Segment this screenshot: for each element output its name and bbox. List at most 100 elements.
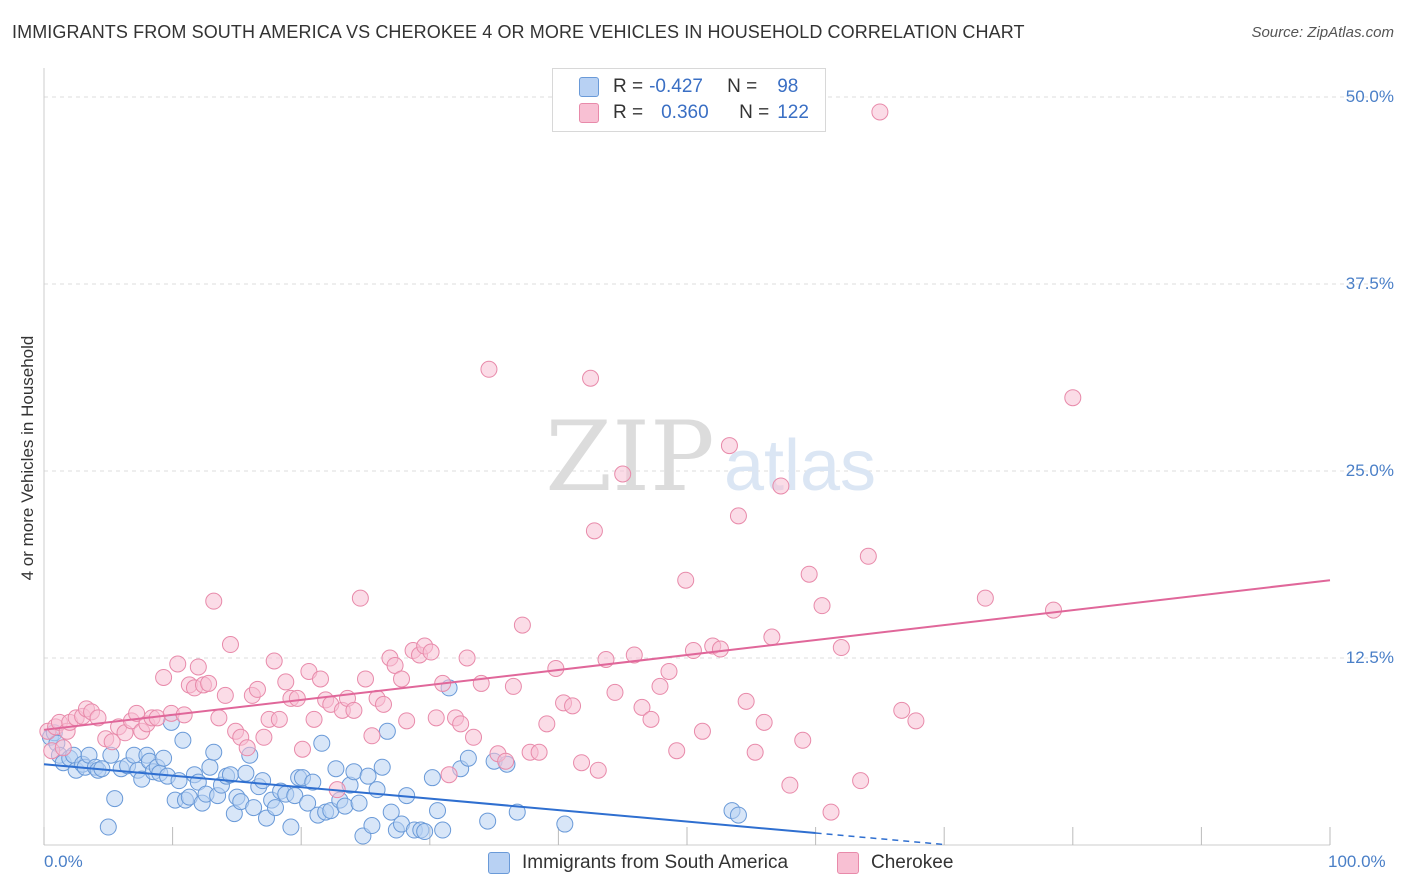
y-tick-label: 25.0% xyxy=(1345,461,1394,480)
source-credit: Source: ZipAtlas.com xyxy=(1251,24,1394,41)
point-cherokee xyxy=(128,704,146,722)
legend-item-immigrants[interactable]: Immigrants from South America xyxy=(488,852,788,874)
point-cherokee xyxy=(221,636,239,654)
point-cherokee xyxy=(427,709,445,727)
point-immigrants xyxy=(201,758,219,776)
trend-lines xyxy=(43,579,1331,846)
legend-swatch-cherokee xyxy=(579,103,599,123)
point-cherokee xyxy=(800,565,818,583)
point-immigrants xyxy=(299,794,317,812)
point-cherokee xyxy=(248,680,266,698)
point-cherokee xyxy=(564,697,582,715)
chart-title: IMMIGRANTS FROM SOUTH AMERICA VS CHEROKE… xyxy=(12,22,1025,42)
point-cherokee xyxy=(238,739,256,757)
legend-label-immigrants: Immigrants from South America xyxy=(522,852,789,873)
point-cherokee xyxy=(585,522,603,540)
trend-line-cherokee xyxy=(43,579,1331,731)
point-cherokee xyxy=(357,670,374,688)
point-immigrants xyxy=(359,767,377,785)
point-cherokee xyxy=(729,507,747,525)
point-cherokee xyxy=(54,739,72,757)
point-cherokee xyxy=(642,710,660,728)
point-cherokee xyxy=(746,743,764,761)
y-tick-label: 50.0% xyxy=(1345,87,1394,106)
point-cherokee xyxy=(465,728,483,746)
legend-label-cherokee: Cherokee xyxy=(871,852,954,873)
legend-row-cherokee: R = 0.360 N = 122 xyxy=(579,101,809,125)
point-cherokee xyxy=(530,743,548,761)
point-cherokee xyxy=(693,722,711,740)
correlation-legend: R = -0.427 N = 98 R = 0.360 N = 122 xyxy=(552,68,826,132)
point-cherokee xyxy=(651,677,669,695)
point-immigrants xyxy=(423,769,441,787)
point-cherokee xyxy=(573,754,591,772)
point-immigrants xyxy=(479,812,497,830)
point-cherokee xyxy=(660,662,678,680)
grid-lines xyxy=(44,96,1370,659)
point-immigrants xyxy=(429,802,447,820)
point-cherokee xyxy=(169,655,187,673)
point-cherokee xyxy=(189,658,207,676)
point-immigrants xyxy=(363,817,381,835)
legend-r-label: R = xyxy=(613,76,644,97)
x-tick-min: 0.0% xyxy=(44,852,83,871)
point-cherokee xyxy=(677,571,695,589)
legend-swatch-cherokee xyxy=(837,852,859,874)
point-cherokee xyxy=(363,727,381,745)
legend-item-cherokee[interactable]: Cherokee xyxy=(837,852,953,874)
legend-r-value-cherokee: 0.360 xyxy=(661,102,709,123)
point-cherokee xyxy=(794,731,812,749)
series-legend: Immigrants from South America Cherokee xyxy=(0,852,1406,878)
series-immigrants-points xyxy=(41,679,747,845)
point-cherokee xyxy=(497,752,515,770)
trend-line-immigrants xyxy=(43,763,816,835)
point-immigrants xyxy=(282,818,300,836)
point-cherokee xyxy=(633,698,651,716)
point-cherokee xyxy=(614,465,632,483)
point-cherokee xyxy=(852,772,870,790)
point-cherokee xyxy=(351,589,369,607)
point-cherokee xyxy=(907,712,925,730)
point-cherokee xyxy=(893,701,911,719)
point-cherokee xyxy=(398,712,416,730)
point-cherokee xyxy=(393,670,411,688)
point-cherokee xyxy=(305,710,323,728)
point-cherokee xyxy=(205,592,223,610)
point-cherokee xyxy=(668,742,686,760)
point-immigrants xyxy=(304,773,322,791)
point-immigrants xyxy=(459,749,477,767)
trend-line-immigrants-extension xyxy=(815,832,945,846)
point-cherokee xyxy=(480,360,498,378)
point-cherokee xyxy=(859,547,877,565)
point-cherokee xyxy=(582,369,600,387)
point-cherokee xyxy=(781,776,799,794)
point-cherokee xyxy=(277,673,295,691)
point-immigrants xyxy=(99,818,117,836)
point-immigrants xyxy=(174,731,192,749)
point-immigrants xyxy=(237,764,255,782)
point-cherokee xyxy=(155,668,173,686)
point-cherokee xyxy=(1064,389,1082,407)
legend-swatch-immigrants xyxy=(579,77,599,97)
point-immigrants xyxy=(286,787,304,805)
point-immigrants xyxy=(266,799,284,817)
point-immigrants xyxy=(106,790,124,808)
axes xyxy=(43,68,1331,846)
point-cherokee xyxy=(200,674,218,692)
point-cherokee xyxy=(711,640,729,658)
y-tick-label: 37.5% xyxy=(1345,274,1394,293)
legend-r-value-immigrants: -0.427 xyxy=(649,76,703,97)
point-immigrants xyxy=(729,806,747,824)
point-cherokee xyxy=(375,695,393,713)
point-cherokee xyxy=(589,761,607,779)
legend-swatch-immigrants xyxy=(488,852,510,874)
legend-n-value-immigrants: 98 xyxy=(777,76,799,97)
point-cherokee xyxy=(452,715,470,733)
point-cherokee xyxy=(255,728,273,746)
point-cherokee xyxy=(513,616,531,634)
legend-n-label: N = xyxy=(739,102,770,123)
point-immigrants xyxy=(556,815,574,833)
point-cherokee xyxy=(504,677,522,695)
point-cherokee xyxy=(737,692,755,710)
